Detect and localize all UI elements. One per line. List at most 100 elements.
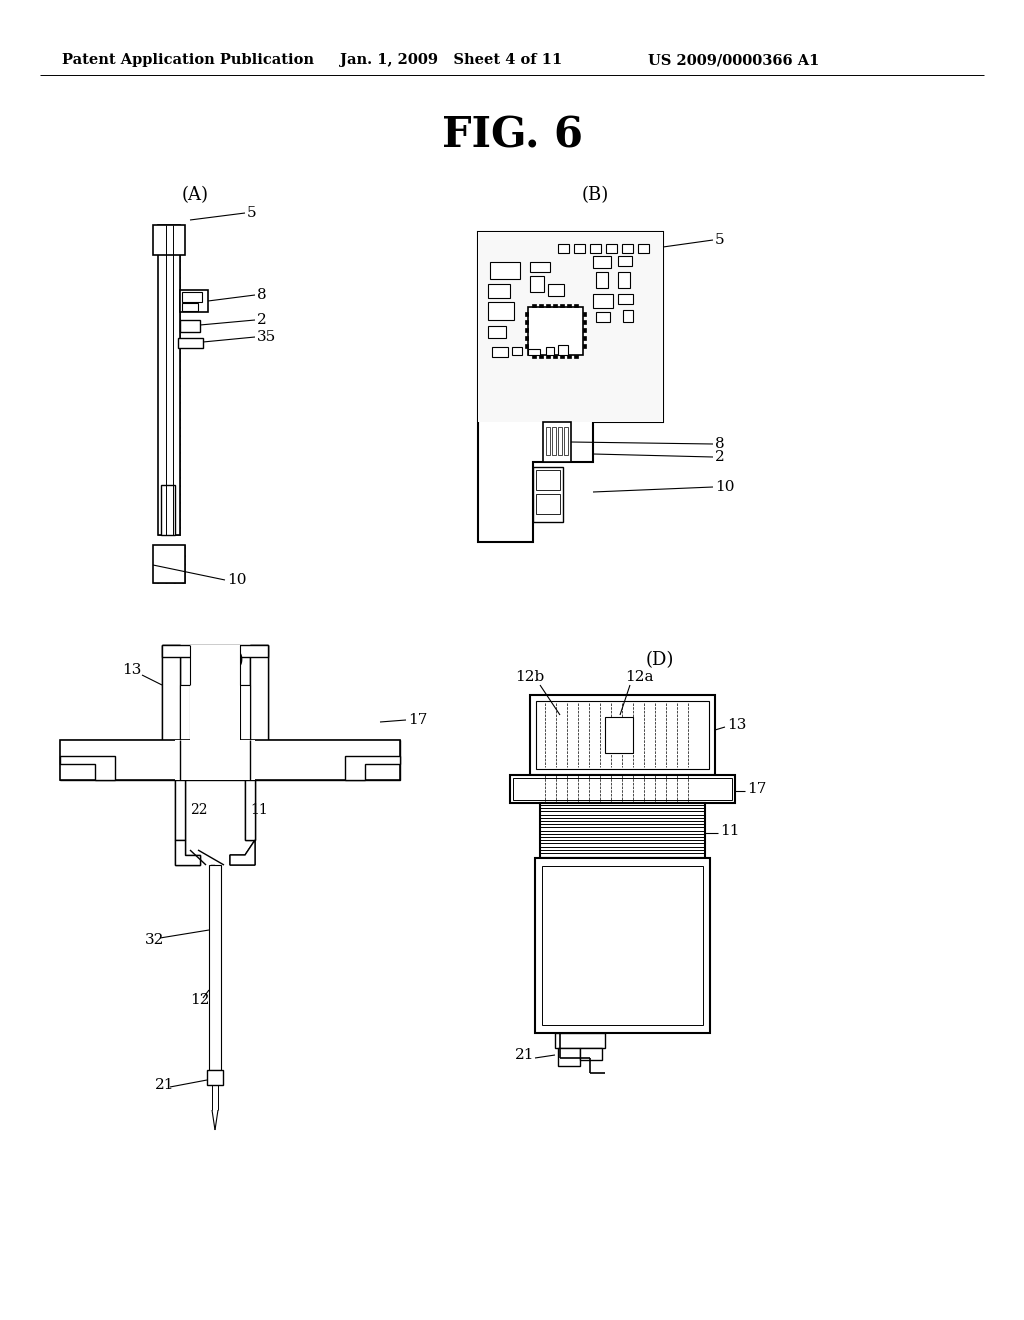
Text: 12a: 12a xyxy=(625,671,653,684)
Bar xyxy=(567,304,571,308)
Bar xyxy=(583,327,586,333)
Bar xyxy=(536,701,709,770)
Bar xyxy=(560,304,564,308)
Text: 12b: 12b xyxy=(515,671,544,684)
Polygon shape xyxy=(230,840,255,865)
Bar xyxy=(525,337,528,341)
Text: 32: 32 xyxy=(145,933,165,946)
Polygon shape xyxy=(478,232,663,543)
Bar xyxy=(240,685,250,770)
Text: 8: 8 xyxy=(257,288,266,302)
Bar xyxy=(525,312,528,315)
Bar xyxy=(606,244,617,253)
Text: 8: 8 xyxy=(715,437,725,451)
Bar xyxy=(583,337,586,341)
Bar xyxy=(560,355,564,358)
Bar xyxy=(532,304,536,308)
Bar xyxy=(552,426,556,455)
Bar xyxy=(539,355,543,358)
Bar xyxy=(182,304,198,312)
Bar xyxy=(525,319,528,323)
Bar xyxy=(250,645,268,770)
Text: (C): (C) xyxy=(216,651,244,669)
Text: Patent Application Publication: Patent Application Publication xyxy=(62,53,314,67)
Text: 2: 2 xyxy=(257,313,266,327)
Bar xyxy=(623,310,633,322)
Text: (A): (A) xyxy=(181,186,209,205)
Bar xyxy=(190,645,240,770)
Bar xyxy=(546,347,554,355)
Bar xyxy=(574,355,578,358)
Text: 12b: 12b xyxy=(190,993,219,1007)
Bar xyxy=(513,777,732,800)
Bar xyxy=(558,244,569,253)
Bar xyxy=(593,294,613,308)
Text: 13: 13 xyxy=(727,718,746,733)
Bar xyxy=(161,484,175,535)
Polygon shape xyxy=(175,840,200,865)
Text: 5: 5 xyxy=(247,206,257,220)
Bar xyxy=(546,304,550,308)
Bar xyxy=(528,308,583,355)
Bar xyxy=(622,244,633,253)
Text: 10: 10 xyxy=(227,573,247,587)
Bar xyxy=(638,244,649,253)
Bar xyxy=(240,685,250,770)
Bar xyxy=(175,741,255,780)
Bar xyxy=(162,645,180,770)
Bar xyxy=(153,545,185,583)
Bar xyxy=(555,1034,605,1048)
Text: 11: 11 xyxy=(720,824,739,838)
Bar xyxy=(245,780,255,840)
Bar xyxy=(162,645,268,657)
Bar xyxy=(548,284,564,296)
Polygon shape xyxy=(345,756,400,780)
Bar xyxy=(590,244,601,253)
Bar xyxy=(178,338,203,348)
Bar xyxy=(153,224,185,255)
Bar xyxy=(574,304,578,308)
Bar xyxy=(567,355,571,358)
Bar xyxy=(558,345,568,355)
Bar xyxy=(535,858,710,1034)
Bar xyxy=(530,696,715,775)
Bar xyxy=(512,347,522,355)
Bar xyxy=(180,685,190,770)
Text: 21: 21 xyxy=(515,1048,535,1063)
Bar xyxy=(250,645,268,770)
Text: Jan. 1, 2009   Sheet 4 of 11: Jan. 1, 2009 Sheet 4 of 11 xyxy=(340,53,562,67)
Bar xyxy=(564,426,568,455)
Text: (B): (B) xyxy=(582,186,608,205)
Bar xyxy=(583,345,586,348)
Bar xyxy=(211,865,215,1071)
Text: US 2009/0000366 A1: US 2009/0000366 A1 xyxy=(648,53,819,67)
Bar xyxy=(618,294,633,304)
Bar xyxy=(488,284,510,298)
Bar xyxy=(528,348,540,355)
Text: 21: 21 xyxy=(155,1078,174,1092)
Bar xyxy=(158,224,180,535)
Bar xyxy=(536,470,560,490)
Bar xyxy=(593,256,611,268)
Bar xyxy=(60,741,400,780)
Text: 22: 22 xyxy=(190,803,208,817)
Text: 17: 17 xyxy=(746,781,766,796)
Bar xyxy=(209,865,221,1071)
Bar xyxy=(175,780,185,840)
Bar xyxy=(596,272,608,288)
Bar xyxy=(553,304,557,308)
Bar xyxy=(534,467,563,521)
Bar xyxy=(530,276,544,292)
Bar xyxy=(558,1048,580,1067)
Bar xyxy=(161,484,175,535)
Bar xyxy=(530,261,550,272)
Bar xyxy=(583,312,586,315)
Bar xyxy=(543,422,571,462)
Bar xyxy=(162,645,180,770)
Bar xyxy=(153,545,185,583)
Bar xyxy=(60,741,400,780)
Bar xyxy=(525,327,528,333)
Bar xyxy=(546,426,550,455)
Bar xyxy=(488,326,506,338)
Bar xyxy=(574,244,585,253)
